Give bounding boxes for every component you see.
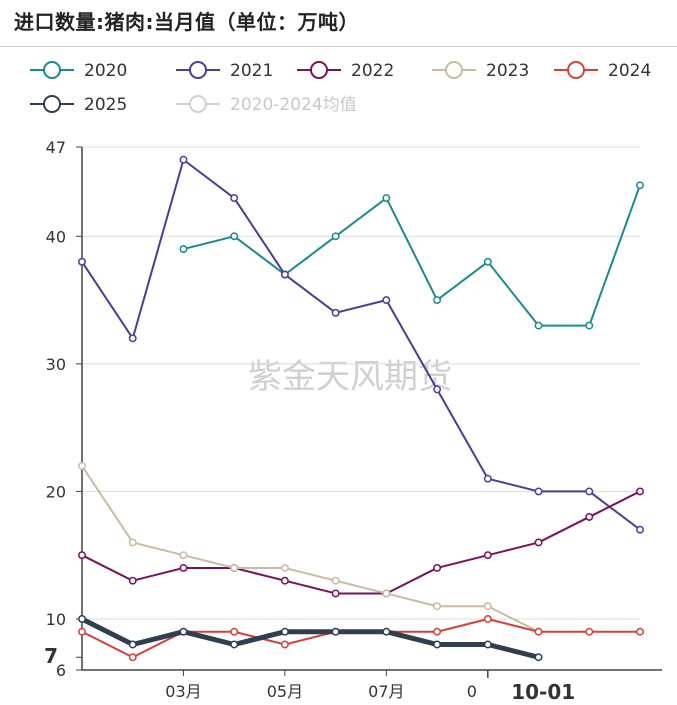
data-point-2022-10	[534, 538, 543, 547]
legend-swatch-marker-2025	[43, 95, 61, 113]
legend-label-2020-2024: 2020-2024均值	[230, 95, 357, 115]
data-point-2020-9	[483, 257, 492, 266]
data-point-2020-3	[179, 245, 188, 253]
data-point-2020-8	[433, 296, 442, 305]
y-tick-label-47: 47	[46, 138, 66, 157]
data-point-2024-9	[483, 615, 492, 623]
x-tick-label-05: 05月	[267, 682, 303, 701]
data-point-2022-3	[179, 564, 188, 572]
data-point-2023-7	[382, 589, 391, 598]
x-tick-label-10-01: 10-01	[511, 680, 575, 704]
data-point-2023-1	[78, 461, 86, 470]
data-point-2020-6	[331, 232, 340, 241]
data-point-2020-10	[534, 321, 543, 330]
x-tick-label-0: 0	[467, 682, 477, 701]
y-tick-label-10: 10	[46, 610, 66, 629]
series-line-2023	[81, 465, 539, 633]
data-point-2021-12	[636, 525, 644, 534]
data-point-2025-6	[331, 627, 340, 636]
legend-swatch-marker-2021	[189, 61, 207, 79]
data-point-2024-12	[636, 627, 644, 636]
data-point-2020-12	[636, 181, 644, 190]
y-tick-label-20: 20	[46, 482, 66, 501]
data-point-2024-5	[280, 640, 289, 649]
legend-label-2020: 2020	[84, 61, 127, 81]
data-point-2022-11	[585, 512, 594, 521]
data-point-2024-10	[534, 627, 543, 636]
data-point-2023-3	[179, 551, 188, 560]
data-point-2021-2	[128, 334, 137, 343]
data-point-2021-5	[280, 270, 289, 279]
data-point-2021-10	[534, 487, 543, 496]
data-point-2024-2	[128, 653, 137, 662]
legend-label-2023: 2023	[486, 61, 529, 81]
legend-swatch-marker-2023	[445, 61, 463, 79]
data-point-2025-5	[280, 627, 289, 636]
data-point-2021-4	[230, 194, 239, 202]
data-point-2024-11	[585, 627, 594, 636]
title-divider	[0, 46, 677, 47]
data-point-2025-7	[382, 627, 391, 636]
data-point-2023-5	[280, 564, 289, 572]
data-point-2021-6	[331, 308, 340, 317]
series-line-2025	[80, 616, 540, 660]
chart-title: 进口数量:猪肉:当月值（单位：万吨）	[14, 10, 359, 34]
legend-label-2022: 2022	[351, 61, 394, 81]
y-tick-label-30: 30	[46, 355, 66, 374]
series-line-2021	[81, 158, 641, 531]
data-point-2021-7	[382, 296, 391, 305]
data-point-2021-9	[483, 474, 492, 483]
data-point-2022-8	[433, 564, 442, 572]
legend-label-2021: 2021	[230, 61, 273, 81]
legend-swatch-marker-2020-2024	[189, 95, 207, 113]
data-point-2021-1	[78, 257, 86, 266]
data-point-2022-9	[483, 551, 492, 560]
data-point-2024-1	[78, 627, 86, 636]
data-point-2025-9	[483, 640, 492, 649]
data-point-2021-8	[433, 385, 442, 394]
series-line-2022	[81, 490, 641, 595]
series-line-2020	[183, 184, 641, 327]
data-point-2023-9	[483, 602, 492, 611]
legend-swatch-marker-2020	[43, 61, 61, 79]
y-tick-label-7: 7	[44, 644, 58, 668]
legend-label-2025: 2025	[84, 95, 127, 115]
data-point-2022-6	[331, 589, 340, 598]
x-tick-label-07: 07月	[368, 682, 404, 701]
data-point-2021-11	[585, 487, 594, 496]
data-point-2023-8	[433, 602, 442, 611]
data-point-2022-2	[128, 576, 137, 585]
data-point-2025-8	[433, 640, 442, 649]
data-point-2023-6	[331, 576, 340, 585]
legend-swatch-marker-2022	[310, 61, 328, 79]
legend-swatch-marker-2024	[567, 61, 585, 79]
data-point-2025-10	[534, 653, 543, 662]
data-point-2020-11	[585, 321, 594, 330]
data-point-2023-2	[128, 538, 137, 547]
x-tick-label-03: 03月	[165, 682, 201, 701]
data-point-2025-1	[78, 615, 86, 623]
data-point-2023-4	[230, 564, 239, 572]
data-point-2020-4	[230, 232, 239, 241]
data-point-2022-5	[280, 576, 289, 585]
legend-label-2024: 2024	[608, 61, 651, 81]
data-point-2021-3	[179, 155, 188, 164]
data-point-2024-4	[230, 627, 239, 636]
data-point-2022-12	[636, 487, 644, 496]
data-point-2024-8	[433, 627, 442, 636]
data-point-2025-3	[179, 627, 188, 636]
data-point-2025-2	[128, 640, 137, 649]
data-point-2020-7	[382, 194, 391, 202]
y-tick-label-6: 6	[56, 661, 66, 680]
data-point-2022-1	[78, 551, 86, 560]
y-tick-label-40: 40	[46, 227, 66, 246]
data-point-2025-4	[230, 640, 239, 649]
